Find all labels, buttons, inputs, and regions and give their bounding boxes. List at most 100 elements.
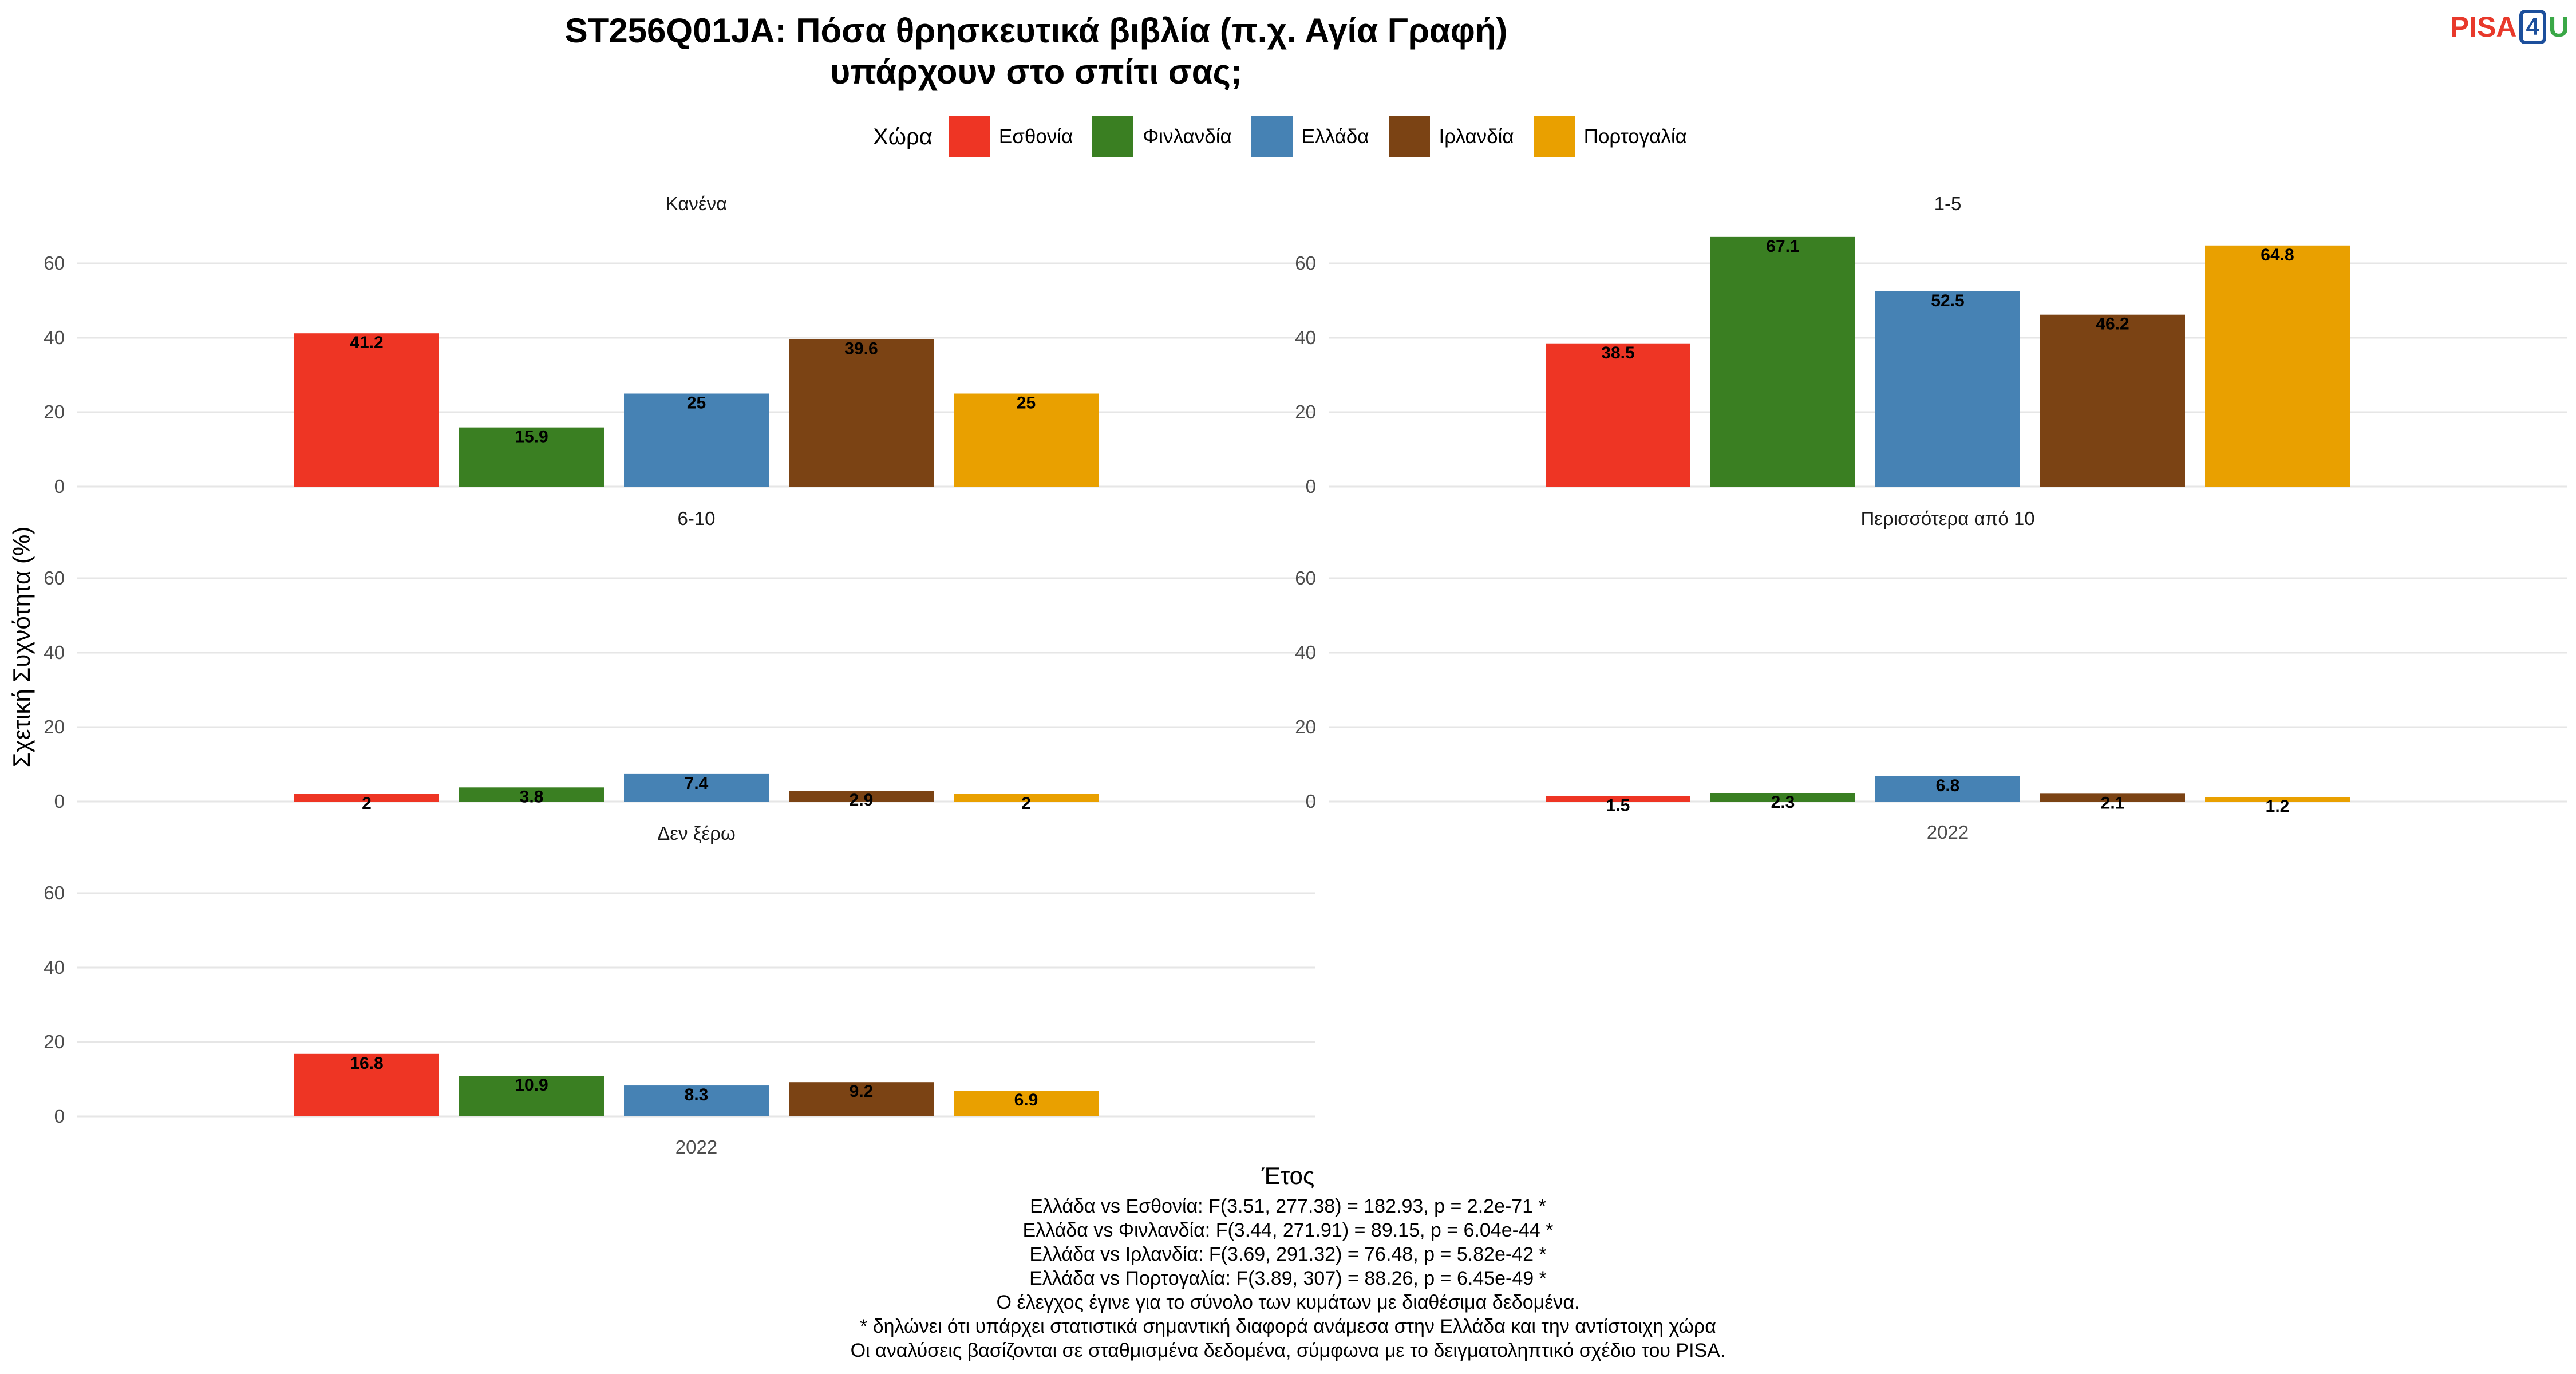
logo-text-u: U: [2548, 11, 2569, 43]
y-tick-label: 0: [54, 1105, 65, 1127]
facet-label: 6-10: [677, 508, 715, 529]
bar-value-label: 6.9: [1014, 1091, 1038, 1110]
logo-text-pisa: PISA: [2449, 11, 2517, 43]
x-axis-title: Έτος: [1261, 1162, 1315, 1189]
legend-label: Εσθονία: [998, 125, 1073, 148]
legend-item: Ιρλανδία: [1388, 116, 1527, 157]
legend-label: Φινλανδία: [1143, 125, 1232, 148]
legend-label: Ιρλανδία: [1439, 125, 1514, 148]
bar-value-label: 15.9: [515, 428, 548, 447]
bar-value-label: 39.6: [844, 339, 878, 358]
y-tick-label: 0: [1306, 476, 1316, 497]
y-tick-label: 0: [1306, 791, 1316, 812]
bar: [294, 794, 439, 802]
y-tick-label: 20: [44, 716, 65, 737]
bar: [1875, 776, 2020, 802]
faceted-bar-chart: Κανένα020406041.215.92539.6251-502040603…: [8, 193, 2567, 1189]
bar-value-label: 2.1: [2101, 793, 2125, 812]
bar-value-label: 3.8: [520, 787, 544, 806]
bar-value-label: 67.1: [1766, 237, 1799, 256]
legend: Χώρα Εσθονία Φινλανδία Ελλάδα Ιρλανδία Πορτο…: [0, 116, 2576, 157]
y-axis-title: Σχετική Συχνότητα (%): [8, 527, 35, 768]
legend-swatch: [1251, 116, 1293, 157]
bar-value-label: 7.4: [685, 774, 709, 793]
bar: [954, 794, 1099, 802]
y-tick-label: 40: [44, 642, 65, 663]
bar: [624, 393, 769, 487]
y-tick-label: 60: [1295, 567, 1316, 589]
y-tick-label: 0: [54, 476, 65, 497]
bar: [1546, 796, 1690, 802]
pisa4u-logo: PISA 4 U: [2450, 7, 2569, 47]
y-tick-label: 20: [1295, 401, 1316, 423]
facet-label: Περισσότερα από 10: [1860, 508, 2034, 529]
bar: [789, 339, 934, 487]
bar: [954, 393, 1099, 487]
y-tick-label: 40: [1295, 327, 1316, 348]
legend-swatch: [948, 116, 990, 157]
bar-value-label: 6.8: [1936, 776, 1960, 795]
bar-value-label: 1.5: [1606, 796, 1630, 815]
y-tick-label: 20: [44, 401, 65, 423]
bar-value-label: 9.2: [850, 1082, 874, 1101]
legend-swatch: [1533, 116, 1575, 157]
note-line: Ο έλεγχος έγινε για το σύνολο των κυμάτω…: [996, 1292, 1580, 1313]
y-tick-label: 60: [1295, 252, 1316, 274]
y-tick-label: 20: [44, 1031, 65, 1052]
x-tick-label: 2022: [675, 1136, 717, 1158]
bar: [294, 333, 439, 487]
bar: [294, 1053, 439, 1116]
chart-notes: Ελλάδα vs Εσθονία: F(3.51, 277.38) = 182…: [572, 1194, 2004, 1363]
bar-value-label: 1.2: [2266, 797, 2290, 816]
note-line: Ελλάδα vs Πορτογαλία: F(3.89, 307) = 88.…: [1029, 1268, 1547, 1289]
note-line: Ελλάδα vs Ιρλανδία: F(3.69, 291.32) = 76…: [1029, 1243, 1547, 1265]
legend-item: Πορτογαλία: [1533, 116, 1700, 157]
bar: [954, 1091, 1099, 1116]
bar-value-label: 2.3: [1771, 793, 1795, 812]
bar: [1710, 236, 1855, 487]
x-tick-label: 2022: [1927, 822, 1969, 843]
bar-value-label: 64.8: [2261, 246, 2294, 264]
bar-value-label: 25: [687, 394, 706, 413]
facet-label: Κανένα: [666, 193, 727, 214]
y-tick-label: 60: [44, 252, 65, 274]
facet-label: Δεν ξέρω: [657, 823, 735, 844]
bar: [1710, 793, 1855, 802]
bar-value-label: 8.3: [685, 1085, 709, 1104]
bar-value-label: 2.9: [850, 791, 874, 810]
bar-value-label: 41.2: [350, 333, 383, 352]
bar: [459, 787, 604, 802]
note-line: Ελλάδα vs Εσθονία: F(3.51, 277.38) = 182…: [1030, 1195, 1546, 1217]
bar-value-label: 52.5: [1931, 291, 1964, 310]
y-tick-label: 60: [44, 567, 65, 589]
bar: [2205, 797, 2350, 802]
note-line: * δηλώνει ότι υπάρχει στατιστικά σημαντι…: [860, 1316, 1716, 1337]
chart-title: ST256Q01JA: Πόσα θρησκευτικά βιβλία (π.χ…: [564, 11, 1508, 91]
bar-value-label: 25: [1017, 394, 1036, 413]
bar-value-label: 38.5: [1601, 344, 1634, 362]
logo-text-4: 4: [2519, 10, 2546, 44]
bar: [459, 1076, 604, 1116]
legend-item: Ελλάδα: [1251, 116, 1382, 157]
bar: [1875, 291, 2020, 487]
bar: [789, 1082, 934, 1116]
bar: [459, 427, 604, 487]
y-tick-label: 60: [44, 882, 65, 903]
legend-title: Χώρα: [873, 124, 933, 149]
legend-item: Φινλανδία: [1092, 116, 1244, 157]
legend-item: Εσθονία: [948, 116, 1085, 157]
note-line: Οι αναλύσεις βασίζονται σε σταθμισμένα δ…: [850, 1340, 1726, 1361]
bar: [1546, 343, 1690, 487]
facet-label: 1-5: [1934, 193, 1962, 214]
y-tick-label: 40: [44, 957, 65, 978]
bar-value-label: 46.2: [2096, 315, 2129, 334]
y-tick-label: 20: [1295, 716, 1316, 737]
y-tick-label: 0: [54, 791, 65, 812]
legend-swatch: [1092, 116, 1134, 157]
legend-label: Πορτογαλία: [1583, 125, 1687, 148]
note-line: Ελλάδα vs Φινλανδία: F(3.44, 271.91) = 8…: [1022, 1219, 1554, 1241]
bar: [2040, 314, 2185, 487]
bar-value-label: 2: [362, 794, 372, 813]
bar-value-label: 2: [1021, 794, 1031, 813]
y-tick-label: 40: [1295, 642, 1316, 663]
